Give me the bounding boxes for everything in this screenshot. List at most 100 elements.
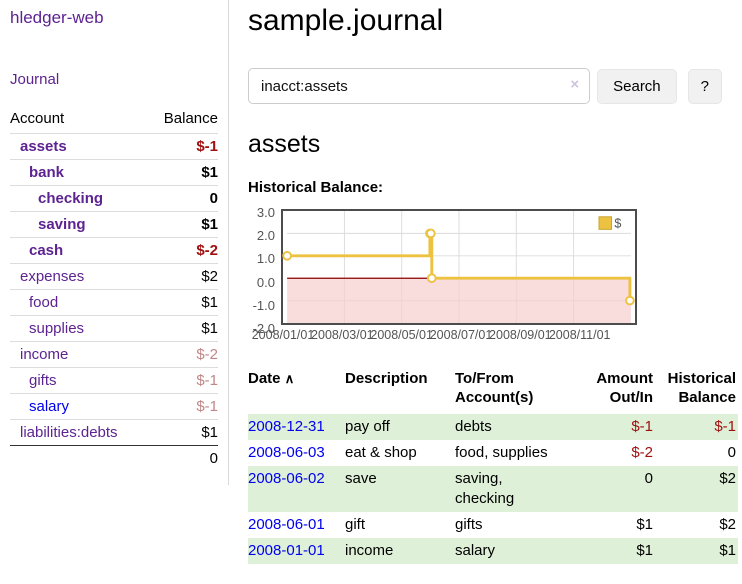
transaction-accounts: debts <box>455 418 492 435</box>
register-header-amount: Amount Out/In <box>596 370 653 406</box>
account-row-supplies: supplies $1 <box>10 315 218 342</box>
transaction-description: pay off <box>345 418 390 435</box>
register-row: 2008-06-02 save saving, checking 0 $2 <box>248 466 738 512</box>
account-row-assets: assets $-1 <box>10 133 218 160</box>
account-balance-food: $1 <box>148 289 218 316</box>
account-row-salary: salary $-1 <box>10 393 218 420</box>
x-tick-label: 2008/05/01 <box>370 328 433 342</box>
transaction-balance: 0 <box>727 444 736 461</box>
transaction-balance: $1 <box>719 542 736 559</box>
search-bar: × Search ? <box>248 68 722 104</box>
transaction-amount: $-1 <box>631 418 653 435</box>
account-row-food: food $1 <box>10 289 218 316</box>
register-table: Date ∧ Description To/From Account(s) Am… <box>248 369 738 564</box>
account-link-supplies[interactable]: supplies <box>29 320 85 337</box>
accounts-header-account: Account <box>10 110 65 127</box>
register-header-accounts: To/From Account(s) <box>455 370 534 406</box>
y-tick-label: 1.0 <box>256 251 275 267</box>
account-link-salary[interactable]: salary <box>29 398 70 415</box>
query-account-heading: assets <box>248 130 321 158</box>
account-row-gifts: gifts $-1 <box>10 367 218 394</box>
y-tick-label: -2.0 <box>252 321 275 336</box>
x-tick-label: 2008/11/01 <box>548 328 611 342</box>
brand: hledger-web <box>10 8 228 28</box>
transaction-accounts: salary <box>455 542 496 559</box>
account-row-income: income $-2 <box>10 341 218 368</box>
page-title: sample.journal <box>248 4 444 37</box>
x-tick-label: 2008/09/01 <box>489 328 552 342</box>
account-row-cash: cash $-2 <box>10 237 218 264</box>
search-button[interactable]: Search <box>597 68 677 104</box>
account-balance-income: $-2 <box>148 341 218 368</box>
register-header-balance: Historical Balance <box>667 370 736 406</box>
account-link-saving[interactable]: saving <box>38 216 86 233</box>
transaction-description: gift <box>345 516 366 533</box>
search-input[interactable] <box>248 68 591 104</box>
transaction-description: eat & shop <box>345 444 417 461</box>
transaction-date-link[interactable]: 2008-06-01 <box>248 516 325 533</box>
y-tick-label: 0.0 <box>256 274 275 290</box>
sort-ascending-icon: ∧ <box>284 371 295 386</box>
transaction-amount: $1 <box>636 542 653 559</box>
account-link-assets[interactable]: assets <box>20 138 67 155</box>
register-row: 2008-01-01 income salary $1 $1 <box>248 538 738 564</box>
x-tick-label: 2008/07/01 <box>429 328 493 342</box>
accounts-header-balance: Balance <box>163 110 218 127</box>
x-tick-label: 2008/03/01 <box>311 328 374 342</box>
account-row-saving: saving $1 <box>10 211 218 238</box>
account-row-checking: checking 0 <box>10 185 218 212</box>
transaction-amount: $-2 <box>631 444 653 461</box>
transaction-date-link[interactable]: 2008-06-02 <box>248 470 325 487</box>
account-link-checking[interactable]: checking <box>38 190 104 207</box>
x-axis-labels: 2008/01/01 2008/03/01 2008/05/01 2008/07/01… <box>252 328 637 344</box>
account-row-expenses: expenses $2 <box>10 263 218 290</box>
transaction-balance: $2 <box>719 516 736 533</box>
register-header-date[interactable]: Date ∧ <box>248 370 295 387</box>
account-link-cash[interactable]: cash <box>29 242 64 259</box>
account-link-gifts[interactable]: gifts <box>29 372 57 389</box>
account-balance-assets: $-1 <box>148 133 218 160</box>
account-balance-expenses: $2 <box>148 263 218 290</box>
y-tick-label: 2.0 <box>256 228 275 244</box>
account-link-food[interactable]: food <box>29 294 59 311</box>
account-balance-checking: 0 <box>148 185 218 212</box>
svg-text:$: $ <box>614 216 621 230</box>
nav-journal-link[interactable]: Journal <box>10 71 60 88</box>
brand-link[interactable]: hledger-web <box>10 8 104 27</box>
transaction-amount: 0 <box>644 470 653 487</box>
y-tick-label: -1.0 <box>252 297 275 313</box>
accounts-header-row: Account Balance <box>10 110 218 134</box>
transaction-description: income <box>345 542 394 559</box>
account-balance-salary: $-1 <box>148 393 218 420</box>
transaction-date-link[interactable]: 2008-12-31 <box>248 418 325 435</box>
account-balance-bank: $1 <box>148 159 218 186</box>
transaction-date-link[interactable]: 2008-06-03 <box>248 444 325 461</box>
account-balance-supplies: $1 <box>148 315 218 342</box>
account-link-bank[interactable]: bank <box>29 164 65 181</box>
x-tick-label: 2008/01/01 <box>251 328 315 342</box>
transaction-balance: $2 <box>719 470 736 487</box>
register-row: 2008-12-31 pay off debts $-1 $-1 <box>248 414 738 440</box>
y-tick-label: 3.0 <box>256 205 275 220</box>
transaction-description: save <box>345 470 377 487</box>
transaction-accounts: saving, checking <box>455 470 515 507</box>
account-balance-cash: $-2 <box>148 237 218 264</box>
account-link-liabilities-debts[interactable]: liabilities:debts <box>20 424 118 441</box>
sidebar: hledger-web Journal Account Balance asse… <box>0 0 229 485</box>
transaction-date-link[interactable]: 2008-01-01 <box>248 542 325 559</box>
account-balance-liabilities-debts: $1 <box>148 419 218 446</box>
help-button[interactable]: ? <box>687 68 722 104</box>
balance-chart-plot: $ <box>281 209 637 325</box>
account-link-income[interactable]: income <box>20 346 69 363</box>
clear-search-icon[interactable]: × <box>570 76 580 93</box>
register-row: 2008-06-01 gift gifts $1 $2 <box>248 512 738 538</box>
transaction-balance: $-1 <box>714 418 736 435</box>
accounts-table: Account Balance assets $-1 bank $1 check… <box>10 110 218 471</box>
balance-chart: 3.0 2.0 1.0 0.0 -1.0 -2.0 $ 2008/01/01 2008/03… <box>248 205 722 344</box>
transaction-amount: $1 <box>636 516 653 533</box>
register-header-row: Date ∧ Description To/From Account(s) Am… <box>248 369 738 414</box>
transaction-accounts: gifts <box>455 516 483 533</box>
account-link-expenses[interactable]: expenses <box>20 268 85 285</box>
main-content: sample.journal × Search ? assets Histori… <box>229 0 738 584</box>
